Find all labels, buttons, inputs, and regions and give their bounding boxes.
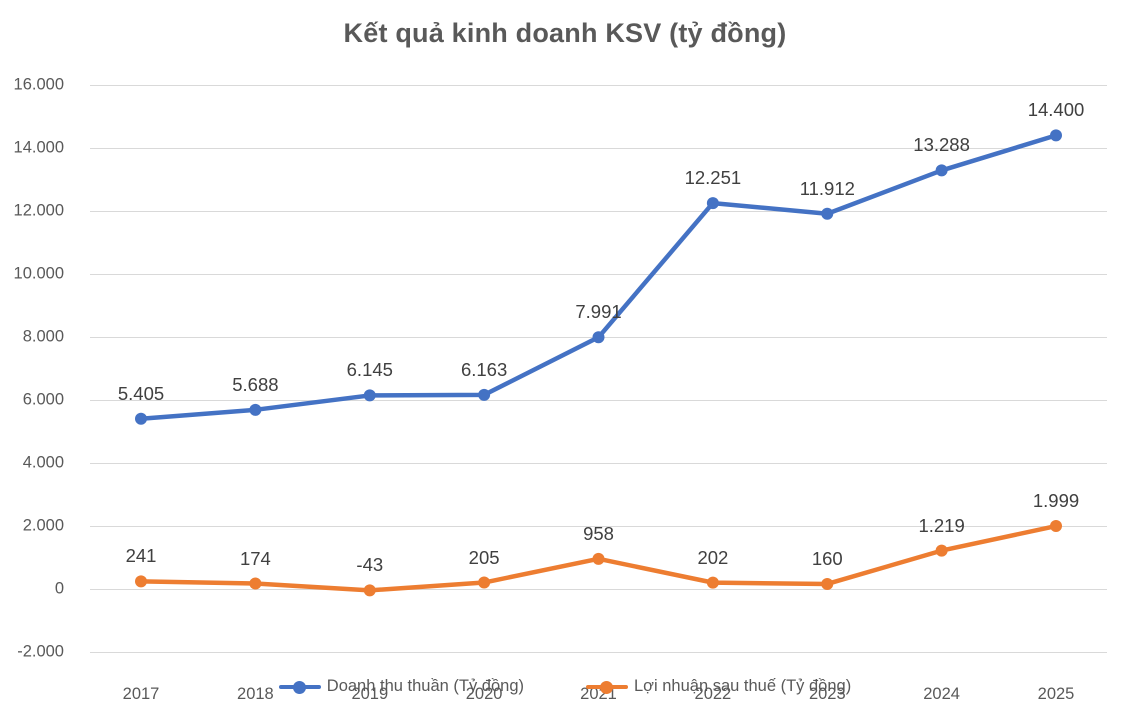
data-point-label: 14.400 bbox=[1027, 99, 1085, 121]
legend-marker-icon bbox=[586, 680, 628, 694]
y-axis-tick-label: 12.000 bbox=[13, 201, 64, 220]
data-point-marker bbox=[478, 388, 491, 401]
data-point-label: 5.688 bbox=[232, 373, 279, 395]
gridline bbox=[90, 589, 1107, 590]
gridline bbox=[90, 148, 1107, 149]
data-point-label: 160 bbox=[811, 548, 843, 569]
data-point-label: 13.288 bbox=[913, 134, 970, 156]
data-point-label: 6.163 bbox=[460, 358, 508, 380]
legend-label: Doanh thu thuần (Tỷ đồng) bbox=[326, 677, 524, 695]
legend-entry[interactable]: Lợi nhuận sau thuế (Tỷ đồng) bbox=[586, 677, 851, 696]
x-axis-tick-label: 2020 bbox=[465, 685, 503, 703]
y-axis-tick-label: 8.000 bbox=[22, 327, 64, 346]
data-point-label: 12.251 bbox=[684, 167, 742, 189]
x-axis-tick-label: 2024 bbox=[923, 685, 960, 703]
x-axis-tick-label: 2019 bbox=[351, 685, 389, 703]
x-axis-tick-label: 2025 bbox=[1037, 685, 1075, 703]
data-point-marker bbox=[706, 197, 719, 210]
y-axis-tick-label: -2.000 bbox=[17, 642, 64, 661]
data-point-label: 205 bbox=[468, 546, 500, 568]
data-point-marker bbox=[1050, 129, 1062, 142]
data-point-label: 6.145 bbox=[346, 359, 393, 381]
data-point-marker bbox=[821, 577, 834, 590]
y-axis-tick-label: 10.000 bbox=[13, 264, 64, 283]
legend-marker-icon bbox=[278, 680, 321, 694]
gridline bbox=[90, 274, 1107, 275]
data-point-label: 241 bbox=[125, 545, 157, 567]
data-point-marker bbox=[478, 576, 491, 589]
gridline bbox=[90, 463, 1107, 464]
x-axis-tick-label: 2018 bbox=[237, 685, 274, 703]
data-point-marker bbox=[135, 575, 147, 588]
data-point-marker bbox=[706, 576, 719, 589]
data-point-marker bbox=[592, 552, 605, 565]
data-point-marker bbox=[135, 412, 147, 425]
data-point-marker bbox=[249, 577, 262, 590]
data-point-label: 1.999 bbox=[1032, 490, 1080, 511]
data-point-marker bbox=[363, 389, 376, 402]
data-point-label: 1.219 bbox=[918, 514, 965, 536]
x-axis-tick-label: 2017 bbox=[122, 685, 160, 703]
data-point-marker bbox=[592, 331, 605, 344]
gridline bbox=[90, 85, 1107, 86]
data-point-marker bbox=[935, 164, 948, 177]
data-point-marker bbox=[249, 403, 262, 416]
data-point-marker bbox=[935, 544, 948, 557]
y-axis-tick-label: 0 bbox=[54, 579, 64, 598]
chart-title: Kết quả kinh doanh KSV (tỷ đồng) bbox=[343, 18, 787, 48]
plot-area: 16.000 14.000 12.000 10.000 8.000 6.000 4.000 2… bbox=[14, 76, 1107, 703]
gridline bbox=[90, 211, 1107, 212]
data-point-label: 202 bbox=[697, 546, 729, 568]
data-point-label: 11.912 bbox=[799, 177, 855, 199]
y-axis-tick-label: 4.000 bbox=[22, 453, 64, 472]
y-axis-tick-label: 16.000 bbox=[13, 75, 64, 94]
x-axis-tick-label: 2022 bbox=[694, 685, 732, 703]
data-point-marker bbox=[363, 584, 376, 597]
legend-label: Lợi nhuận sau thuế (Tỷ đồng) bbox=[634, 677, 852, 695]
y-axis-tick-label: 2.000 bbox=[22, 516, 64, 535]
data-point-label: 174 bbox=[239, 547, 271, 569]
data-point-marker bbox=[821, 207, 834, 220]
data-point-label: 7.991 bbox=[575, 301, 622, 323]
data-point-label: 5.405 bbox=[117, 382, 165, 404]
chart-legend: Doanh thu thuần (Tỷ đồng) Lợi nhuận sau t… bbox=[0, 677, 1130, 696]
x-axis-tick-label: 2023 bbox=[808, 685, 846, 703]
gridline bbox=[90, 400, 1107, 401]
data-point-label: 958 bbox=[583, 522, 614, 544]
gridline bbox=[90, 652, 1107, 653]
series-plot bbox=[135, 129, 1062, 597]
data-point-label: -43 bbox=[356, 554, 384, 576]
y-axis-tick-label: 6.000 bbox=[22, 390, 64, 409]
y-axis-tick-label: 14.000 bbox=[13, 138, 64, 157]
data-point-marker bbox=[1050, 520, 1062, 533]
legend-entry[interactable]: Doanh thu thuần (Tỷ đồng) bbox=[278, 677, 524, 696]
gridline bbox=[90, 526, 1107, 527]
